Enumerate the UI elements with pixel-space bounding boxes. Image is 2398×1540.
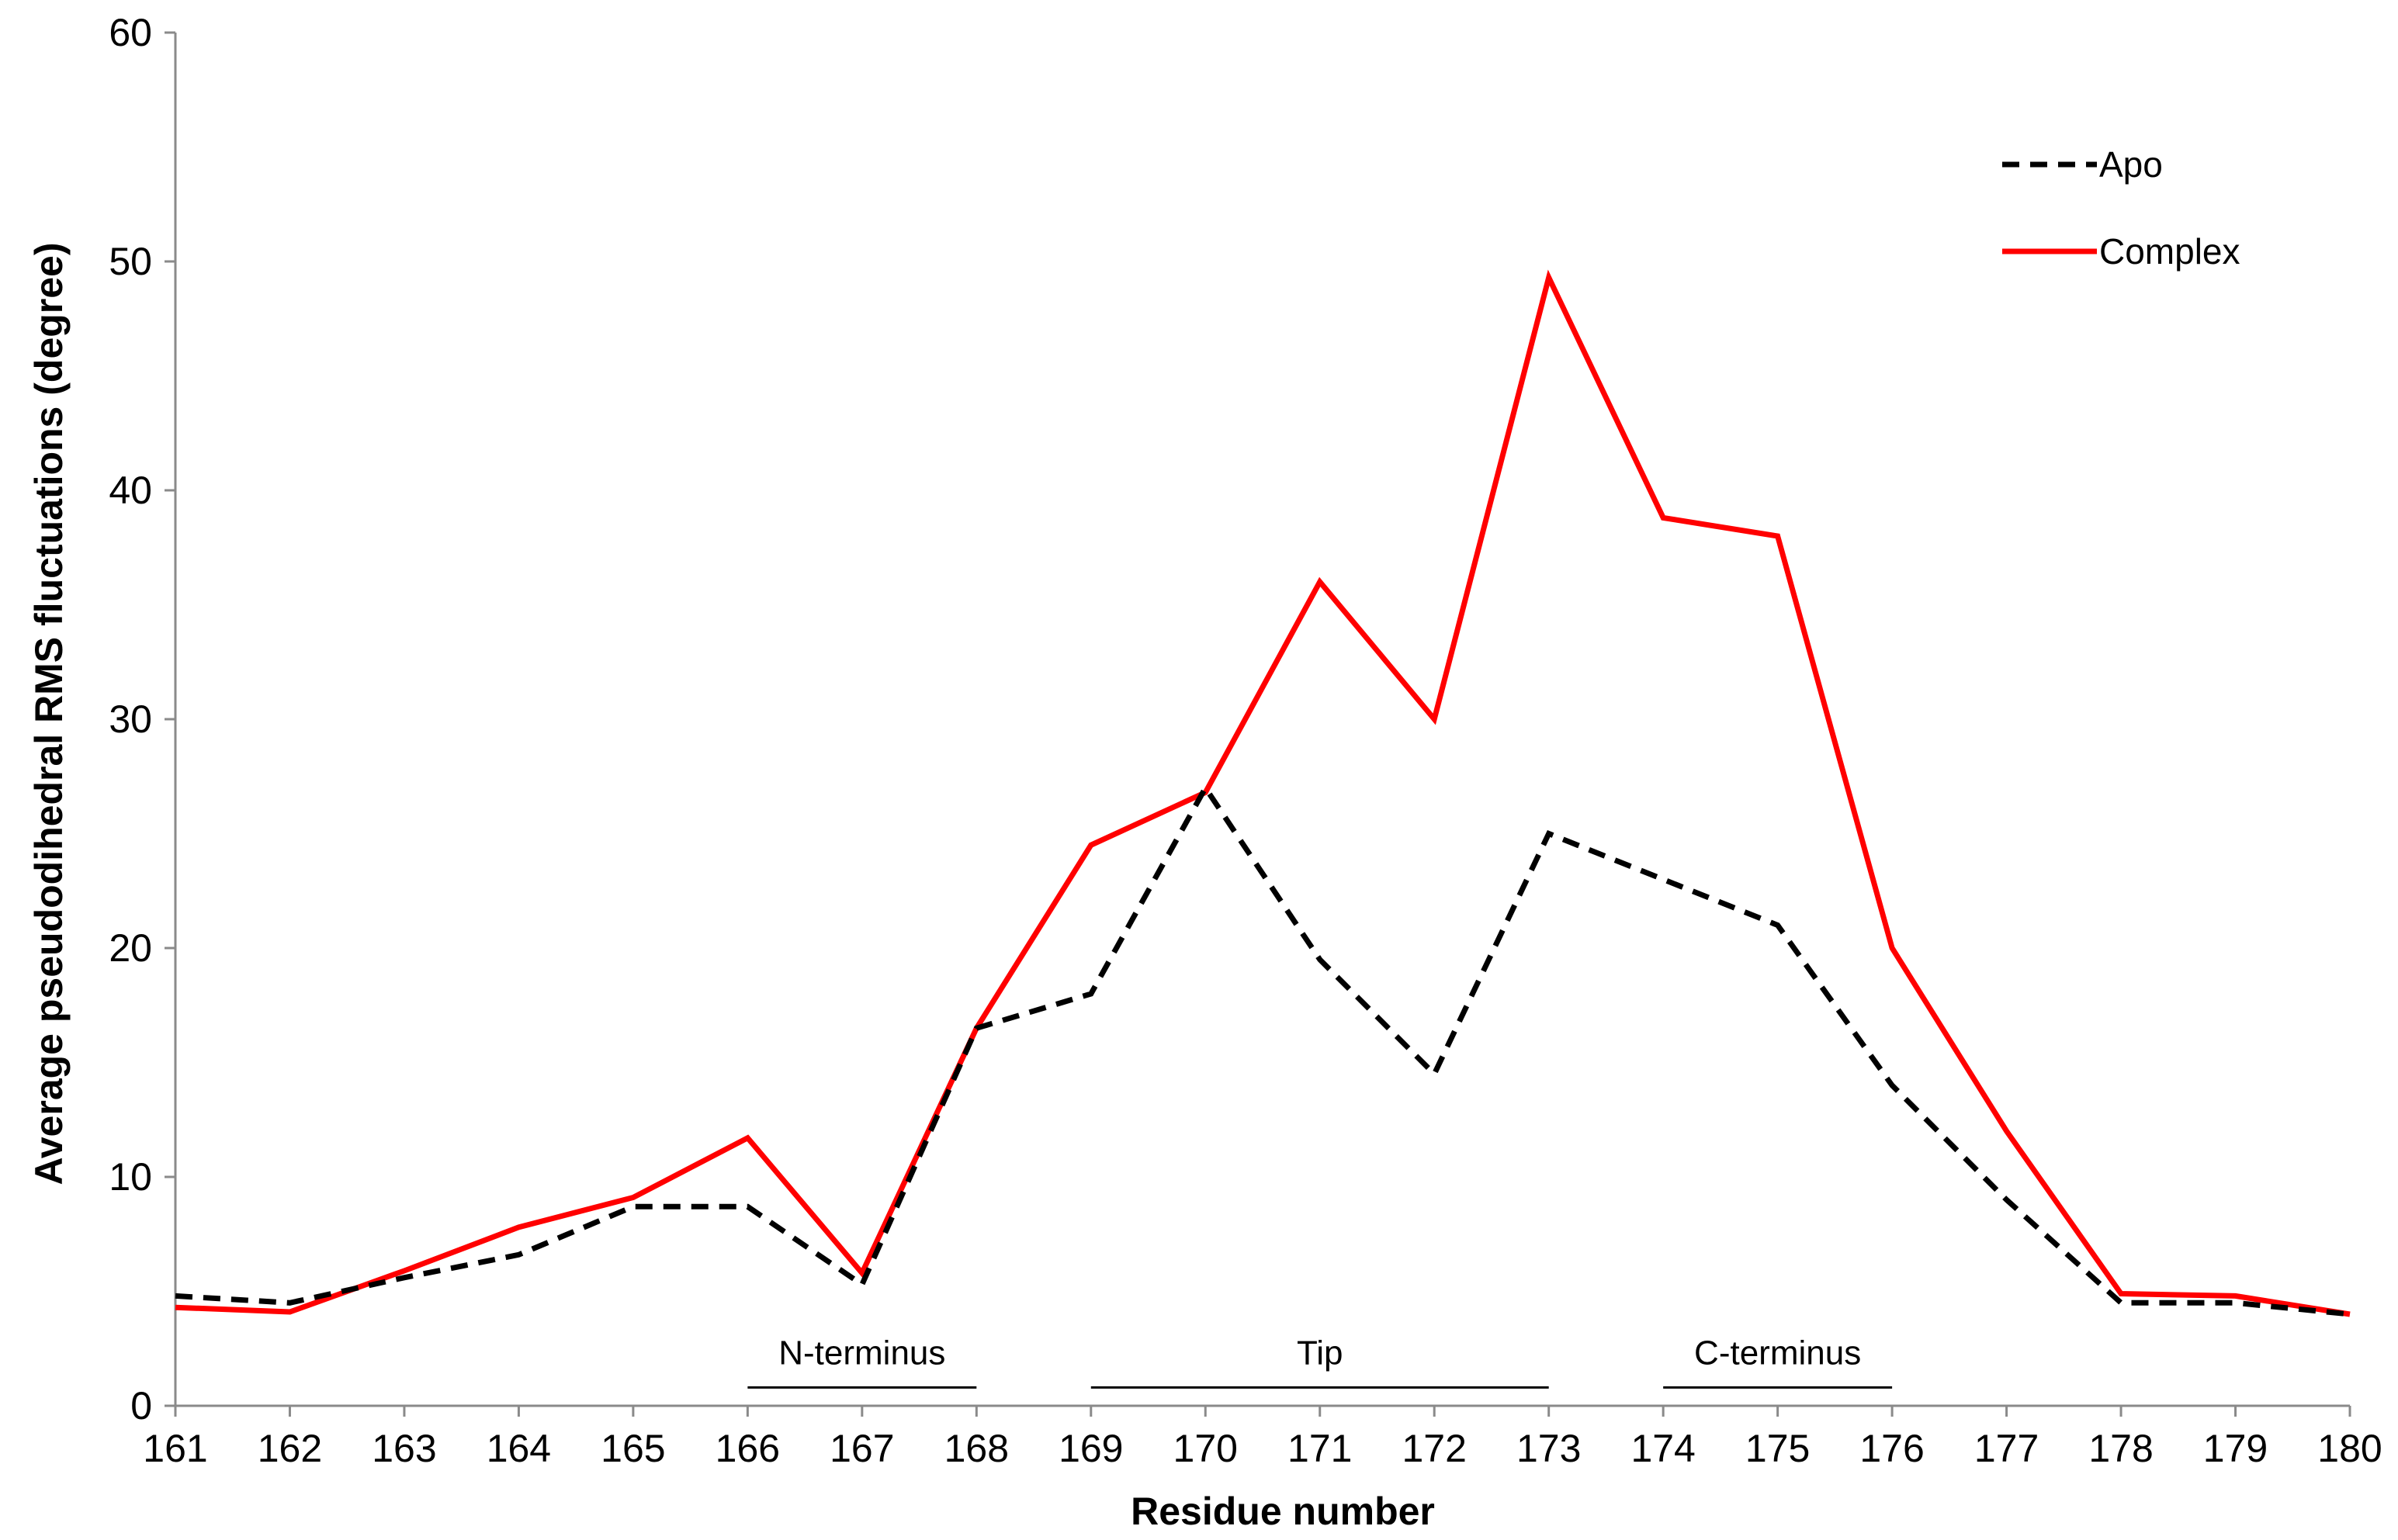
region-label: N-terminus xyxy=(778,1334,945,1372)
x-tick-label: 177 xyxy=(1974,1427,2039,1470)
x-tick-label: 171 xyxy=(1287,1427,1352,1470)
x-tick-label: 180 xyxy=(2317,1427,2382,1470)
y-tick-label: 10 xyxy=(109,1155,152,1199)
y-tick-label: 40 xyxy=(109,469,152,512)
x-axis-title: Residue number xyxy=(1131,1490,1435,1533)
x-tick-label: 162 xyxy=(258,1427,322,1470)
y-tick-label: 30 xyxy=(109,697,152,741)
series-line-apo xyxy=(175,782,2351,1317)
y-tick-label: 50 xyxy=(109,240,152,283)
region-label: C-terminus xyxy=(1694,1334,1861,1372)
x-tick-label: 174 xyxy=(1630,1427,1695,1470)
axes-group: 0 10 20 30 40 50 60 161 162 163 164 165 166 167 168 169… xyxy=(109,11,2382,1470)
legend: Apo Complex xyxy=(2002,144,2240,272)
x-tick-label: 166 xyxy=(716,1427,780,1470)
y-axis-title: Average pseudodihedral RMS fluctuations … xyxy=(27,242,71,1185)
y-tick-label: 60 xyxy=(109,11,152,54)
x-tick-label: 169 xyxy=(1059,1427,1123,1470)
x-tick-label: 161 xyxy=(143,1427,207,1470)
x-tick-label: 167 xyxy=(830,1427,894,1470)
y-tick-label: 20 xyxy=(109,926,152,970)
series-group xyxy=(175,269,2351,1317)
y-tick-label: 0 xyxy=(130,1384,152,1428)
series-line-complex xyxy=(175,269,2351,1317)
x-tick-label: 172 xyxy=(1402,1427,1466,1470)
x-tick-label: 170 xyxy=(1173,1427,1238,1470)
x-tick-label: 173 xyxy=(1516,1427,1581,1470)
legend-label-complex: Complex xyxy=(2099,231,2240,272)
x-tick-label: 176 xyxy=(1859,1427,1924,1470)
x-tick-label: 163 xyxy=(372,1427,436,1470)
x-tick-label: 178 xyxy=(2088,1427,2153,1470)
x-tick-label: 165 xyxy=(601,1427,665,1470)
region-label: Tip xyxy=(1297,1334,1343,1372)
x-tick-label: 168 xyxy=(944,1427,1009,1470)
x-tick-label: 175 xyxy=(1745,1427,1810,1470)
legend-label-apo: Apo xyxy=(2099,144,2163,185)
x-tick-label: 164 xyxy=(487,1427,551,1470)
annotations-group: N-terminus Tip C-terminus xyxy=(747,1334,1893,1389)
x-tick-label: 179 xyxy=(2203,1427,2268,1470)
